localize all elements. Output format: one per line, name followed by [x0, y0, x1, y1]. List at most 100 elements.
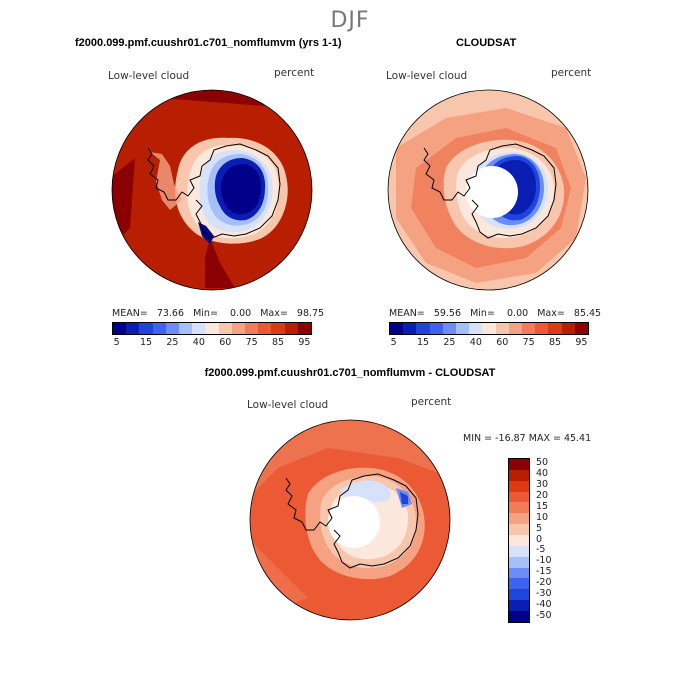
- colorbar-swatch: [509, 589, 529, 601]
- panel2-antarctica-coastline: [423, 143, 557, 239]
- panel1-antarctic-low-cloud: [220, 164, 262, 215]
- colorbar-tick-label: -50: [536, 609, 552, 621]
- panel1-variable: Low-level cloud: [108, 70, 190, 82]
- colorbar-swatch: [126, 323, 140, 334]
- colorbar-tick-label: 5: [390, 337, 397, 348]
- panel3-variable: Low-level cloud: [247, 399, 329, 411]
- colorbar-tick-label: 5: [536, 522, 543, 534]
- panel3-antarctica-coastline: [285, 473, 419, 569]
- colorbar-swatch: [509, 524, 529, 536]
- colorbar-swatch: [390, 323, 404, 334]
- colorbar-tick-label: 60: [219, 337, 232, 348]
- colorbar-tick-label: 50: [536, 457, 549, 469]
- colorbar-swatch: [205, 323, 219, 334]
- colorbar-tick-label: 40: [469, 337, 482, 348]
- panel1-polar-map: [111, 89, 313, 291]
- colorbar-tick-label: 15: [417, 337, 430, 348]
- colorbar-tick-label: 25: [443, 337, 456, 348]
- panel2-variable: Low-level cloud: [386, 70, 468, 82]
- colorbar-tick-label: -20: [536, 576, 552, 588]
- panel2-stats: MEAN= 59.56 Min= 0.00 Max= 85.45: [389, 308, 602, 319]
- colorbar-tick-label: 85: [272, 337, 285, 348]
- colorbar-swatch: [535, 323, 549, 334]
- colorbar-swatch: [469, 323, 483, 334]
- colorbar-swatch: [509, 491, 529, 503]
- colorbar-swatch: [245, 323, 259, 334]
- colorbar-swatch: [231, 323, 246, 334]
- colorbar-tick-label: 85: [549, 337, 562, 348]
- panel2-colorbar: [389, 322, 589, 335]
- panel1-stats: MEAN= 73.66 Min= 0.00 Max= 98.75: [112, 308, 325, 319]
- colorbar-swatch: [152, 323, 166, 334]
- colorbar-swatch: [574, 323, 589, 334]
- colorbar-swatch: [482, 323, 496, 334]
- colorbar-swatch: [456, 323, 470, 334]
- panel3-title: f2000.099.pmf.cuushr01.c701_nomflumvm - …: [204, 367, 496, 379]
- colorbar-swatch: [509, 459, 529, 470]
- colorbar-swatch: [509, 545, 529, 557]
- colorbar-tick-label: -5: [536, 544, 546, 556]
- colorbar-tick-label: 15: [140, 337, 153, 348]
- colorbar-swatch: [192, 323, 206, 334]
- colorbar-tick-label: 25: [166, 337, 179, 348]
- colorbar-tick-label: -10: [536, 555, 552, 567]
- colorbar-tick-label: 10: [536, 511, 549, 523]
- season-title: DJF: [330, 8, 370, 33]
- panel1-title: f2000.099.pmf.cuushr01.c701_nomflumvm (y…: [75, 37, 342, 49]
- panel3-missing-data-pole: [328, 496, 380, 548]
- panel2-title: CLOUDSAT: [456, 37, 517, 49]
- colorbar-tick-label: -15: [536, 566, 552, 578]
- colorbar-swatch: [509, 600, 529, 612]
- colorbar-swatch: [258, 323, 272, 334]
- panel1-antarctica-coastline: [147, 143, 281, 239]
- colorbar-swatch: [508, 323, 523, 334]
- panel3-polar-map: [249, 419, 451, 621]
- panel1-units: percent: [274, 67, 315, 79]
- colorbar-swatch: [429, 323, 443, 334]
- colorbar-swatch: [179, 323, 193, 334]
- colorbar-swatch: [416, 323, 430, 334]
- colorbar-swatch: [495, 323, 509, 334]
- colorbar-tick-label: 95: [575, 337, 588, 348]
- colorbar-swatch: [509, 535, 529, 546]
- colorbar-swatch: [509, 578, 529, 590]
- colorbar-tick-label: 75: [245, 337, 258, 348]
- panel1-colorbar: [112, 322, 312, 335]
- colorbar-swatch: [509, 556, 529, 568]
- colorbar-swatch: [509, 502, 529, 514]
- colorbar-swatch: [139, 323, 153, 334]
- panel2-units: percent: [551, 67, 592, 79]
- colorbar-swatch: [297, 323, 312, 334]
- colorbar-tick-label: 60: [496, 337, 509, 348]
- colorbar-swatch: [113, 323, 127, 334]
- colorbar-swatch: [442, 323, 457, 334]
- colorbar-swatch: [271, 323, 285, 334]
- colorbar-tick-label: 15: [536, 500, 549, 512]
- colorbar-tick-label: 40: [192, 337, 205, 348]
- panel3-units: percent: [411, 396, 452, 408]
- colorbar-swatch: [561, 323, 575, 334]
- panel2-polar-map: [387, 89, 589, 291]
- panel3-colorbar: [508, 458, 530, 623]
- colorbar-swatch: [509, 480, 529, 492]
- colorbar-tick-label: -30: [536, 587, 552, 599]
- colorbar-swatch: [509, 469, 529, 481]
- colorbar-swatch: [548, 323, 562, 334]
- colorbar-swatch: [509, 513, 529, 525]
- colorbar-swatch: [284, 323, 298, 334]
- colorbar-swatch: [218, 323, 232, 334]
- colorbar-swatch: [522, 323, 536, 334]
- panel3-stats: MIN = -16.87 MAX = 45.41: [463, 433, 592, 444]
- colorbar-tick-label: 75: [522, 337, 535, 348]
- colorbar-tick-label: -40: [536, 598, 552, 610]
- colorbar-tick-label: 95: [298, 337, 311, 348]
- panel2-missing-data-pole: [466, 166, 518, 218]
- colorbar-swatch: [403, 323, 417, 334]
- colorbar-tick-label: 0: [536, 533, 543, 545]
- colorbar-tick-label: 20: [536, 490, 549, 502]
- colorbar-swatch: [165, 323, 180, 334]
- colorbar-swatch: [509, 611, 529, 622]
- colorbar-tick-label: 30: [536, 479, 549, 491]
- colorbar-tick-label: 40: [536, 468, 549, 480]
